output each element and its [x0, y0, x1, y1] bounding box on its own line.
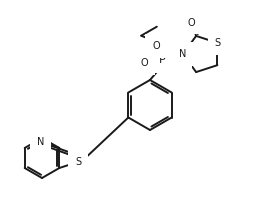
Text: O: O	[188, 18, 196, 28]
Text: N: N	[37, 137, 44, 147]
Text: O: O	[152, 41, 160, 51]
Text: O: O	[140, 58, 148, 68]
Text: S: S	[75, 157, 81, 167]
Text: N: N	[178, 55, 186, 65]
Text: S: S	[214, 38, 220, 48]
Text: P: P	[159, 55, 165, 65]
Text: N: N	[179, 49, 187, 59]
